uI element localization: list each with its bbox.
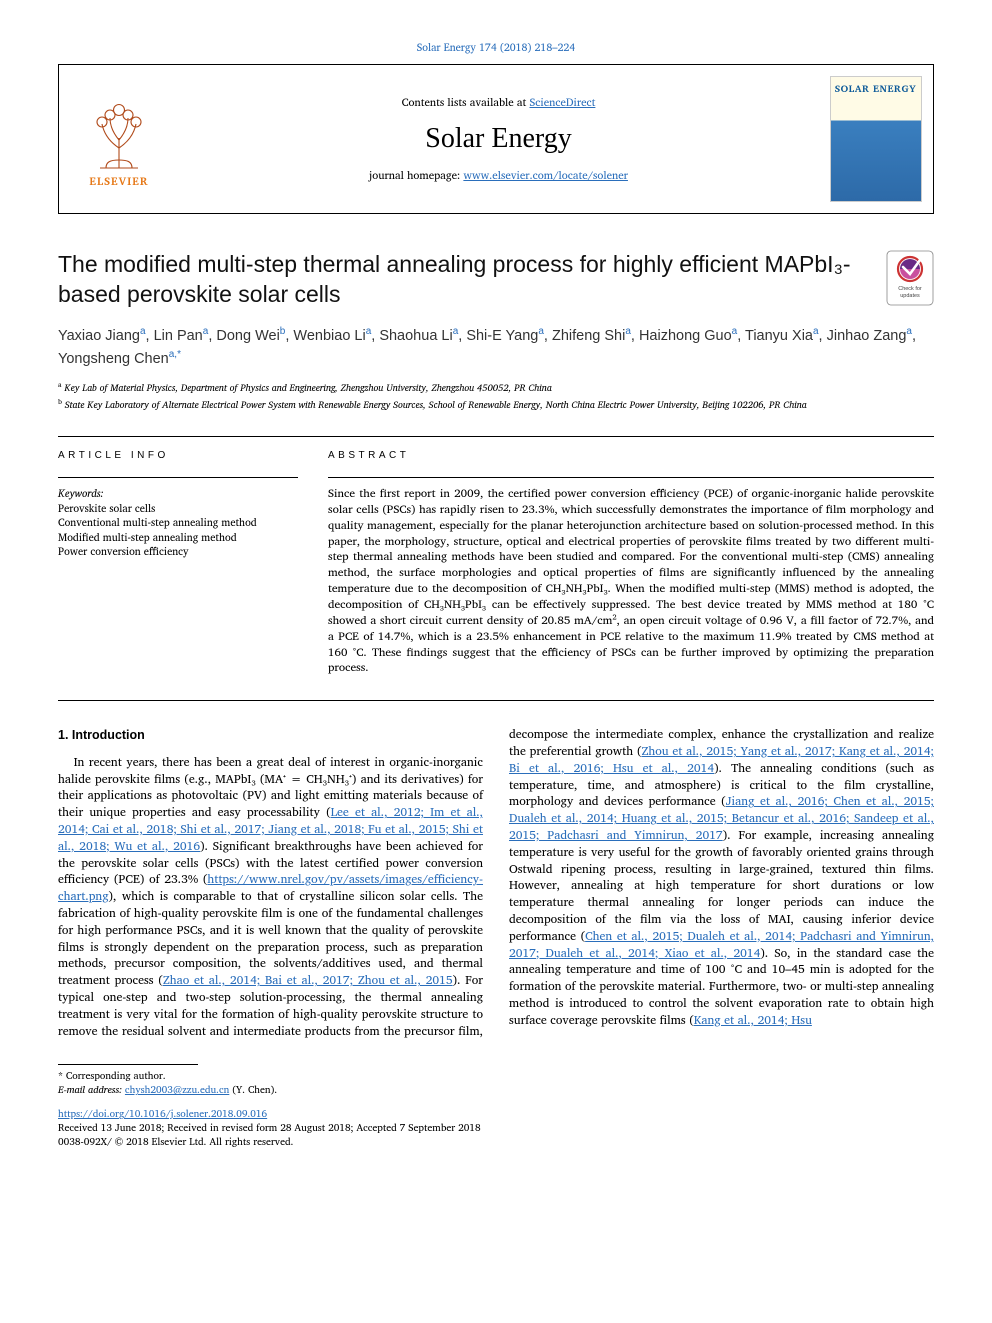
cover-title-text: SOLAR ENERGY [831, 83, 921, 97]
email-owner: (Y. Chen). [229, 1082, 277, 1098]
publisher-name: ELSEVIER [89, 174, 148, 189]
doi-block: https://doi.org/10.1016/j.solener.2018.0… [58, 1107, 934, 1149]
homepage-line: journal homepage: www.elsevier.com/locat… [369, 168, 628, 183]
citation-link-7[interactable]: Kang et al., 2014; Hsu [694, 1011, 812, 1030]
abstract-label: ABSTRACT [328, 449, 934, 463]
journal-homepage-link[interactable]: www.elsevier.com/locate/solener [463, 166, 628, 184]
footnotes: * Corresponding author. E-mail address: … [58, 1069, 934, 1097]
keywords-heading: Keywords: [58, 486, 298, 500]
abstract-column: ABSTRACT Since the first report in 2009,… [328, 449, 934, 676]
journal-cover-cell: SOLAR ENERGY [818, 65, 933, 213]
keyword-item: Power conversion efficiency [58, 544, 298, 558]
affiliation: a Key Lab of Material Physics, Departmen… [58, 381, 934, 396]
sciencedirect-link[interactable]: ScienceDirect [530, 93, 596, 111]
received-dates: Received 13 June 2018; Received in revis… [58, 1121, 934, 1135]
publisher-logo-cell: ELSEVIER [59, 65, 179, 213]
issue-reference-link[interactable]: Solar Energy 174 (2018) 218–224 [417, 38, 575, 56]
affiliation: b State Key Laboratory of Alternate Elec… [58, 398, 934, 413]
contents-prefix: Contents lists available at [402, 93, 530, 111]
contents-available-line: Contents lists available at ScienceDirec… [402, 95, 596, 110]
abstract-divider [328, 477, 934, 478]
issue-reference: Solar Energy 174 (2018) 218–224 [58, 40, 934, 54]
journal-cover-thumbnail: SOLAR ENERGY [830, 76, 922, 202]
email-line: E-mail address: chysh2003@zzu.edu.cn (Y.… [58, 1083, 934, 1097]
issn-copyright: 0038-092X/ © 2018 Elsevier Ltd. All righ… [58, 1135, 934, 1149]
journal-header: ELSEVIER Contents lists available at Sci… [58, 64, 934, 214]
email-label: E-mail address: [58, 1082, 125, 1098]
section-divider-bottom [58, 700, 934, 701]
keyword-list: Perovskite solar cellsConventional multi… [58, 501, 298, 558]
elsevier-logo: ELSEVIER [80, 90, 158, 189]
elsevier-tree-icon [80, 90, 158, 172]
info-divider [58, 477, 298, 478]
footnote-separator [58, 1064, 198, 1065]
check-badge-line1: Check for [898, 286, 922, 292]
header-center: Contents lists available at ScienceDirec… [179, 65, 818, 213]
intro-paragraph: In recent years, there has been a great … [58, 727, 934, 1040]
article-info-label: ARTICLE INFO [58, 449, 298, 463]
check-badge-line2: updates [900, 293, 920, 299]
corresponding-author-note: * Corresponding author. [58, 1069, 934, 1083]
body-columns: 1. Introduction In recent years, there h… [58, 727, 934, 1040]
corresponding-email-link[interactable]: chysh2003@zzu.edu.cn [125, 1082, 229, 1098]
affiliations: a Key Lab of Material Physics, Departmen… [58, 381, 934, 413]
paper-title: The modified multi-step thermal annealin… [58, 250, 872, 310]
section-divider-top [58, 436, 934, 437]
journal-title: Solar Energy [425, 120, 571, 158]
check-for-updates-badge[interactable]: Check for updates [886, 250, 934, 306]
abstract-text: Since the first report in 2009, the cert… [328, 486, 934, 676]
intro-heading: 1. Introduction [58, 727, 483, 745]
author-list: Yaxiao Jianga, Lin Pana, Dong Weib, Wenb… [58, 324, 934, 371]
homepage-prefix: journal homepage: [369, 166, 463, 184]
article-info-column: ARTICLE INFO Keywords: Perovskite solar … [58, 449, 298, 676]
